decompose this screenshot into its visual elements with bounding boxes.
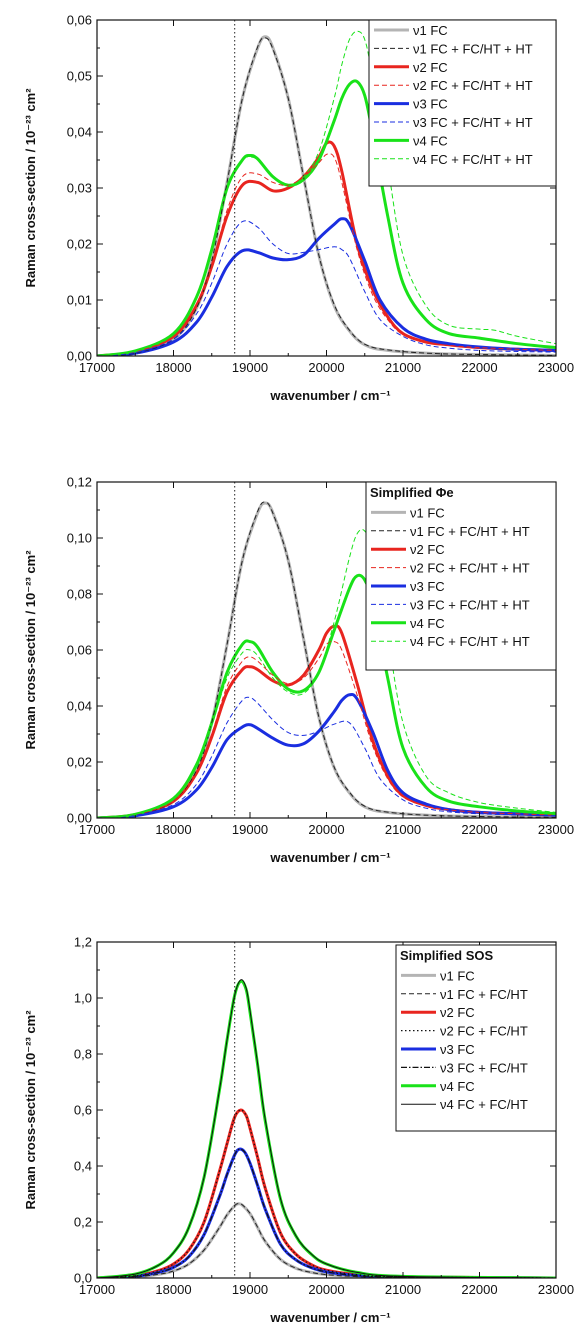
legend-label-5: ν3 FC bbox=[410, 579, 445, 594]
y-tick-label: 1,2 bbox=[74, 935, 92, 950]
chart-panel-1: 17000 18000 19000 20000 21000 22000 23000 0,00 0… bbox=[23, 13, 574, 404]
x-tick-label: 21000 bbox=[385, 1282, 421, 1297]
y-tick-label: 0,00 bbox=[67, 811, 92, 826]
series-line-4 bbox=[97, 1109, 556, 1278]
x-tick-label: 19000 bbox=[232, 822, 268, 837]
x-tick-label: 20000 bbox=[308, 1282, 344, 1297]
series-line-7 bbox=[97, 79, 556, 356]
y-axis-label: Raman cross-section / 10⁻²³ cm² bbox=[23, 88, 38, 288]
x-tick-label: 22000 bbox=[461, 360, 497, 375]
legend-label-1: ν1 FC bbox=[410, 505, 445, 520]
legend-title: Simplified SOS bbox=[400, 948, 494, 963]
x-tick-label: 23000 bbox=[538, 822, 574, 837]
legend-label-1: ν1 FC bbox=[413, 23, 448, 38]
series-line-8 bbox=[97, 979, 556, 1278]
series-line-6 bbox=[97, 220, 556, 356]
x-tick-label: 17000 bbox=[79, 360, 115, 375]
legend-label-7: ν4 FC bbox=[413, 133, 448, 148]
legend-label-3: ν2 FC bbox=[413, 60, 448, 75]
y-tick-label: 0,06 bbox=[67, 13, 92, 28]
y-tick-label: 0,03 bbox=[67, 181, 92, 196]
x-tick-label: 17000 bbox=[79, 822, 115, 837]
x-tick-label: 22000 bbox=[461, 1282, 497, 1297]
y-tick-label: 0,02 bbox=[67, 755, 92, 770]
legend-label-3: ν2 FC bbox=[410, 542, 445, 557]
legend-label-6: ν3 FC + FC/HT + HT bbox=[413, 115, 533, 130]
series-line-8 bbox=[97, 30, 556, 356]
legend-label-5: ν3 FC bbox=[413, 97, 448, 112]
legend: Simplified Φe ν1 FC ν1 FC + FC/HT + HT ν2 F… bbox=[365, 481, 557, 671]
legend-label-1: ν1 FC bbox=[440, 968, 475, 983]
chart-panel-3: 17000 18000 19000 20000 21000 22000 23000 0,0 0,… bbox=[23, 935, 574, 1326]
series-line-5 bbox=[97, 217, 556, 356]
y-axis-label: Raman cross-section / 10⁻²³ cm² bbox=[23, 1010, 38, 1210]
legend-label-4: ν2 FC + FC/HT + HT bbox=[413, 78, 533, 93]
y-tick-label: 0,0 bbox=[74, 1271, 92, 1286]
legend-label-6: ν3 FC + FC/HT bbox=[440, 1060, 528, 1075]
x-tick-label: 18000 bbox=[155, 360, 191, 375]
x-axis-label: wavenumber / cm⁻¹ bbox=[269, 388, 390, 403]
legend-label-4: ν2 FC + FC/HT + HT bbox=[410, 561, 530, 576]
legend-label-2: ν1 FC + FC/HT + HT bbox=[413, 41, 533, 56]
series-line-3 bbox=[97, 1108, 556, 1278]
x-axis-label: wavenumber / cm⁻¹ bbox=[269, 850, 390, 865]
x-tick-label: 21000 bbox=[385, 822, 421, 837]
x-axis-label: wavenumber / cm⁻¹ bbox=[269, 1310, 390, 1325]
x-tick-label: 19000 bbox=[232, 1282, 268, 1297]
legend-label-2: ν1 FC + FC/HT bbox=[440, 987, 528, 1002]
legend: ν1 FC ν1 FC + FC/HT + HT ν2 FC ν2 FC + FC/H… bbox=[368, 19, 557, 187]
y-tick-label: 0,00 bbox=[67, 349, 92, 364]
x-tick-label: 23000 bbox=[538, 1282, 574, 1297]
x-tick-label: 23000 bbox=[538, 360, 574, 375]
series-line-2 bbox=[97, 37, 556, 356]
x-tick-label: 19000 bbox=[232, 360, 268, 375]
legend-label-8: ν4 FC + FC/HT + HT bbox=[410, 634, 530, 649]
series-line-8 bbox=[97, 528, 556, 818]
legend-label-2: ν1 FC + FC/HT + HT bbox=[410, 524, 530, 539]
y-tick-label: 0,6 bbox=[74, 1103, 92, 1118]
x-tick-label: 18000 bbox=[155, 1282, 191, 1297]
y-tick-label: 0,12 bbox=[67, 475, 92, 490]
legend: Simplified SOS ν1 FC ν1 FC + FC/HT ν2 FC ν2 … bbox=[395, 944, 557, 1132]
legend-label-4: ν2 FC + FC/HT bbox=[440, 1024, 528, 1039]
y-tick-label: 0,06 bbox=[67, 643, 92, 658]
y-tick-label: 0,8 bbox=[74, 1047, 92, 1062]
y-tick-label: 1,0 bbox=[74, 991, 92, 1006]
legend-label-3: ν2 FC bbox=[440, 1005, 475, 1020]
y-tick-label: 0,04 bbox=[67, 125, 92, 140]
y-tick-label: 0,2 bbox=[74, 1215, 92, 1230]
x-tick-label: 17000 bbox=[79, 1282, 115, 1297]
series-line-4 bbox=[97, 153, 556, 356]
legend-title: Simplified Φe bbox=[370, 485, 454, 500]
legend-label-7: ν4 FC bbox=[440, 1079, 475, 1094]
series-line-2 bbox=[97, 1202, 556, 1278]
series-line-6 bbox=[97, 696, 556, 818]
y-tick-label: 0,05 bbox=[67, 69, 92, 84]
y-tick-label: 0,08 bbox=[67, 587, 92, 602]
y-tick-label: 0,01 bbox=[67, 293, 92, 308]
series-group bbox=[97, 30, 556, 356]
series-group bbox=[97, 501, 556, 818]
legend-label-8: ν4 FC + FC/HT bbox=[440, 1097, 528, 1112]
y-tick-label: 0,10 bbox=[67, 531, 92, 546]
series-line-6 bbox=[97, 1148, 556, 1278]
series-line-5 bbox=[97, 692, 556, 818]
y-tick-label: 0,04 bbox=[67, 699, 92, 714]
x-tick-label: 22000 bbox=[461, 822, 497, 837]
legend-label-6: ν3 FC + FC/HT + HT bbox=[410, 597, 530, 612]
x-tick-label: 20000 bbox=[308, 360, 344, 375]
legend-label-5: ν3 FC bbox=[440, 1042, 475, 1057]
x-tick-label: 18000 bbox=[155, 822, 191, 837]
x-tick-label: 21000 bbox=[385, 360, 421, 375]
legend-label-8: ν4 FC + FC/HT + HT bbox=[413, 152, 533, 167]
legend-label-7: ν4 FC bbox=[410, 616, 445, 631]
y-tick-label: 0,02 bbox=[67, 237, 92, 252]
chart-panel-2: 17000 18000 19000 20000 21000 22000 23000 0,00 0… bbox=[23, 475, 574, 866]
series-line-2 bbox=[97, 501, 556, 818]
y-tick-label: 0,4 bbox=[74, 1159, 92, 1174]
y-axis-label: Raman cross-section / 10⁻²³ cm² bbox=[23, 550, 38, 750]
x-tick-label: 20000 bbox=[308, 822, 344, 837]
